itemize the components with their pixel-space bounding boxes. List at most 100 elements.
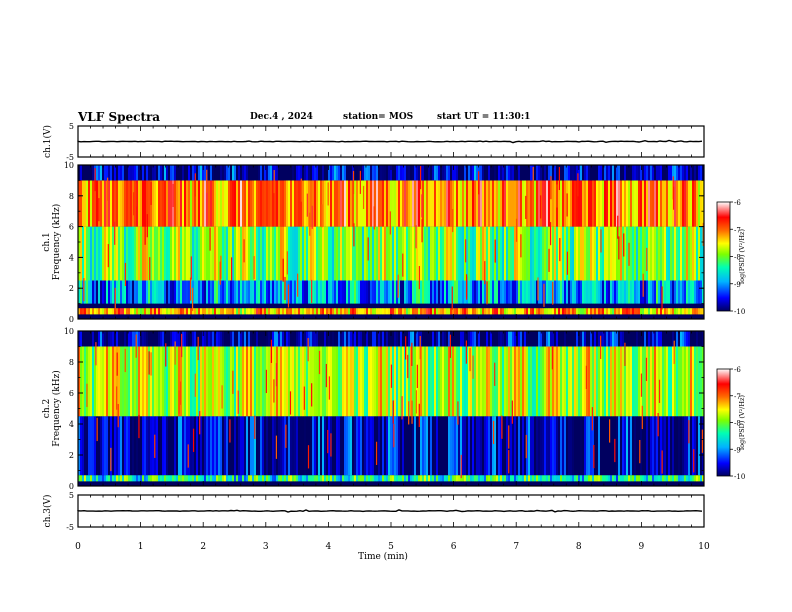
spectrogram-cell <box>440 331 443 347</box>
spectrogram-cell <box>96 331 99 347</box>
spectrogram-cell <box>450 308 453 315</box>
spectrogram-cell <box>82 180 85 227</box>
spectrogram-cell <box>538 280 541 304</box>
spectrogram-cell <box>180 416 183 476</box>
spectrogram-cell <box>110 308 113 315</box>
spectrogram-cell <box>518 308 521 315</box>
spectrogram-cell <box>480 226 483 281</box>
spectrogram-cell <box>406 165 409 181</box>
spectrogram-cell <box>588 475 591 482</box>
spectrogram-cell <box>232 280 235 304</box>
spectrogram-burst <box>559 238 561 262</box>
spectrogram-cell <box>568 308 571 315</box>
spectrogram-cell <box>456 165 459 181</box>
spectrogram-cell <box>484 331 487 347</box>
spectrogram-cell <box>116 475 119 482</box>
spectrogram-cell <box>432 280 435 304</box>
spectrogram-cell <box>462 331 465 347</box>
spectrogram-cell <box>410 165 413 181</box>
spectrogram-cell <box>342 165 345 181</box>
spectrogram-cell <box>392 180 395 227</box>
spectrogram-cell <box>644 331 647 347</box>
spectrogram-cell <box>186 331 189 347</box>
spectrogram-cell <box>682 475 685 482</box>
spectrogram-cell <box>276 416 279 476</box>
spectrogram-cell <box>162 346 165 417</box>
spectrogram-cell <box>688 226 691 281</box>
spectrogram-cell <box>614 280 617 304</box>
spectrogram-cell <box>534 226 537 281</box>
spectrogram-cell <box>532 308 535 315</box>
spectrogram-cell <box>134 346 137 417</box>
spectrogram-burst <box>415 390 417 414</box>
spectrogram-cell <box>366 346 369 417</box>
spectrogram-cell <box>420 226 423 281</box>
spectrogram-cell <box>496 308 499 315</box>
spectrogram-cell <box>634 308 637 315</box>
spectrogram-cell <box>450 416 453 476</box>
spectrogram-cell <box>600 280 603 304</box>
spectrogram-cell <box>252 180 255 227</box>
spectrogram-burst <box>116 386 118 410</box>
spectrogram-cell <box>512 180 515 227</box>
spectrogram-cell <box>134 226 137 281</box>
spectrogram-burst <box>640 373 643 397</box>
spectrogram-cell <box>288 475 291 482</box>
spectrogram-cell <box>96 475 99 482</box>
spectrogram-cell <box>454 226 457 281</box>
spectrogram-cell <box>510 226 513 281</box>
spectrogram-cell <box>386 331 389 347</box>
spectrogram-cell <box>320 308 323 315</box>
spectrogram-cell <box>176 226 179 281</box>
spectrogram-cell <box>170 280 173 304</box>
spectrogram-cell <box>696 226 699 281</box>
spectrogram-cell <box>674 416 677 476</box>
spectrogram-cell <box>342 475 345 482</box>
spectrogram-cell <box>656 346 659 417</box>
spectrogram-cell <box>658 475 661 482</box>
spectrogram-burst <box>543 283 545 307</box>
spectrogram-cell <box>448 308 451 315</box>
spectrogram-cell <box>82 331 85 347</box>
spectrogram-cell <box>674 165 677 181</box>
spectrogram-cell <box>498 475 501 482</box>
x-tick-label: 4 <box>326 542 332 552</box>
spectrogram-cell <box>336 475 339 482</box>
spectrogram-cell <box>700 226 703 281</box>
spectrogram-cell <box>484 346 487 417</box>
spectrogram-cell <box>222 226 225 281</box>
spectrogram-cell <box>648 346 651 417</box>
spectrogram-cell <box>272 346 275 417</box>
spectrogram-cell <box>146 416 149 476</box>
spectrogram-cell <box>612 475 615 482</box>
spectrogram-cell <box>158 280 161 304</box>
spectrogram-cell <box>314 346 317 417</box>
spectrogram-cell <box>464 416 467 476</box>
spectrogram-cell <box>158 475 161 482</box>
spectrogram-cell <box>386 475 389 482</box>
spectrogram-cell <box>238 180 241 227</box>
y-tick-label: 4 <box>69 253 74 262</box>
spectrogram-cell <box>514 475 517 482</box>
spectrogram-cell <box>228 416 231 476</box>
spectrogram-cell <box>634 475 637 482</box>
spectrogram-cell <box>212 475 215 482</box>
spectrogram-cell <box>378 165 381 181</box>
spectrogram-cell <box>524 331 527 347</box>
spectrogram-cell <box>106 416 109 476</box>
spectrogram-cell <box>314 180 317 227</box>
spectrogram-cell <box>514 280 517 304</box>
spectrogram-cell <box>136 226 139 281</box>
spectrogram-cell <box>574 475 577 482</box>
spectrogram-cell <box>610 165 613 181</box>
spectrogram-cell <box>450 475 453 482</box>
spectrogram-cell <box>114 331 117 347</box>
spectrogram-cell <box>664 346 667 417</box>
spectrogram-cell <box>684 165 687 181</box>
spectrogram-cell <box>632 180 635 227</box>
spectrogram-cell <box>344 475 347 482</box>
spectrogram-cell <box>176 331 179 347</box>
spectrogram-cell <box>468 226 471 281</box>
spectrogram-cell <box>440 475 443 482</box>
spectrogram-cell <box>372 280 375 304</box>
